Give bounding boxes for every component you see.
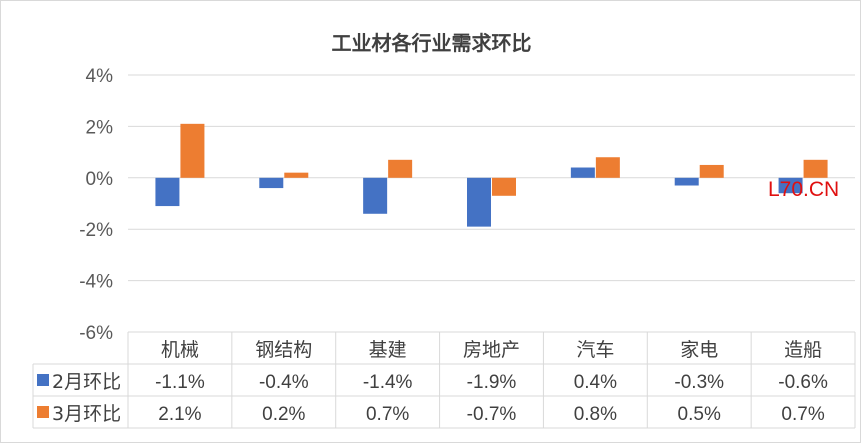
bar-2	[699, 164, 724, 178]
data-label: 0.4%	[574, 372, 617, 393]
legend-label: 3月环比	[52, 403, 121, 425]
data-label: -0.6%	[778, 372, 828, 393]
legend-swatch	[37, 374, 49, 386]
y-tick-label: 0%	[86, 169, 114, 190]
data-label: 0.2%	[262, 404, 305, 425]
y-tick-label: -2%	[79, 220, 113, 241]
bar-2	[492, 177, 516, 196]
bar-1	[778, 177, 803, 194]
bar-2	[595, 157, 620, 178]
bar-2	[180, 123, 205, 178]
bar-2	[284, 172, 309, 178]
legend-label: 2月环比	[52, 371, 121, 393]
data-label: 0.5%	[678, 404, 721, 425]
data-label: 0.7%	[366, 404, 409, 425]
data-label: -0.4%	[259, 372, 309, 393]
y-tick-label: -4%	[79, 272, 113, 293]
data-label: 0.8%	[574, 404, 617, 425]
watermark: L70.CN	[768, 178, 840, 201]
category-label: 基建	[369, 339, 407, 361]
chart-title: 工业材各行业需求环比	[331, 31, 532, 55]
y-tick-label: -6%	[79, 323, 113, 344]
bar-1	[363, 177, 388, 214]
legend-swatch	[37, 406, 49, 418]
bar-2	[803, 159, 828, 178]
bar-1	[155, 177, 180, 207]
category-label: 造船	[784, 339, 822, 361]
data-label: -0.3%	[674, 372, 724, 393]
category-label: 钢结构	[255, 339, 312, 361]
bar-1	[674, 177, 699, 186]
y-tick-label: 2%	[86, 117, 114, 138]
bar-1	[570, 167, 595, 178]
category-label: 汽车	[576, 339, 614, 361]
data-label: -1.9%	[467, 372, 517, 393]
category-label: 机械	[161, 339, 199, 361]
category-label: 房地产	[463, 339, 520, 361]
data-label: -0.7%	[467, 404, 517, 425]
bar-1	[467, 177, 491, 227]
bar-1	[259, 177, 284, 189]
category-label: 家电	[680, 339, 718, 361]
data-label: 2.1%	[158, 404, 201, 425]
data-label: 0.7%	[781, 404, 824, 425]
data-label: -1.1%	[155, 372, 205, 393]
bar-2	[388, 159, 413, 178]
y-tick-label: 4%	[86, 66, 114, 87]
data-label: -1.4%	[363, 372, 413, 393]
